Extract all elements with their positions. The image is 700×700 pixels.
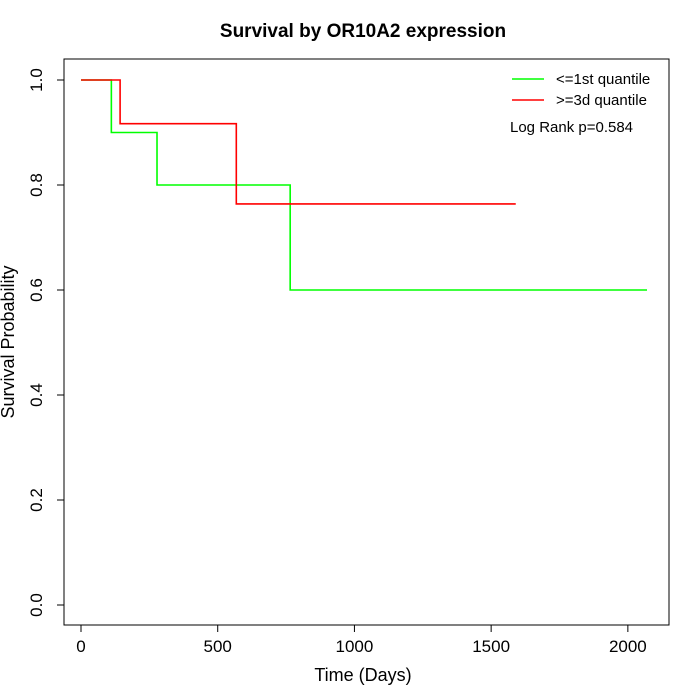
plot-frame	[63, 58, 670, 626]
x-tick-label: 2000	[609, 637, 647, 656]
y-tick-label: 0.8	[27, 173, 46, 197]
y-tick-label: 0.6	[27, 278, 46, 302]
y-axis: 0.0 0.2 0.4 0.6 0.8 1.0	[27, 68, 65, 617]
x-axis: 0 500 1000 1500 2000	[76, 624, 647, 656]
chart-title: Survival by OR10A2 expression	[220, 21, 506, 42]
legend-label-low: <=1st quantile	[556, 71, 650, 88]
y-tick-label: 0.2	[27, 488, 46, 512]
x-tick-label: 0	[76, 637, 85, 656]
series-layer	[81, 79, 647, 291]
y-tick-label: 0.0	[27, 593, 46, 617]
legend-label-high: >=3d quantile	[556, 92, 647, 109]
y-tick-label: 1.0	[27, 68, 46, 92]
series-line-low-expression	[81, 79, 647, 291]
y-axis-label: Survival Probability	[0, 265, 18, 418]
y-tick-label: 0.4	[27, 383, 46, 407]
series-line-high-expression	[81, 79, 516, 205]
legend: <=1st quantile >=3d quantile	[512, 71, 650, 109]
log-rank-annotation: Log Rank p=0.584	[510, 119, 633, 136]
x-tick-label: 500	[204, 637, 232, 656]
x-axis-label: Time (Days)	[314, 665, 411, 685]
x-tick-label: 1000	[336, 637, 374, 656]
x-tick-label: 1500	[472, 637, 510, 656]
